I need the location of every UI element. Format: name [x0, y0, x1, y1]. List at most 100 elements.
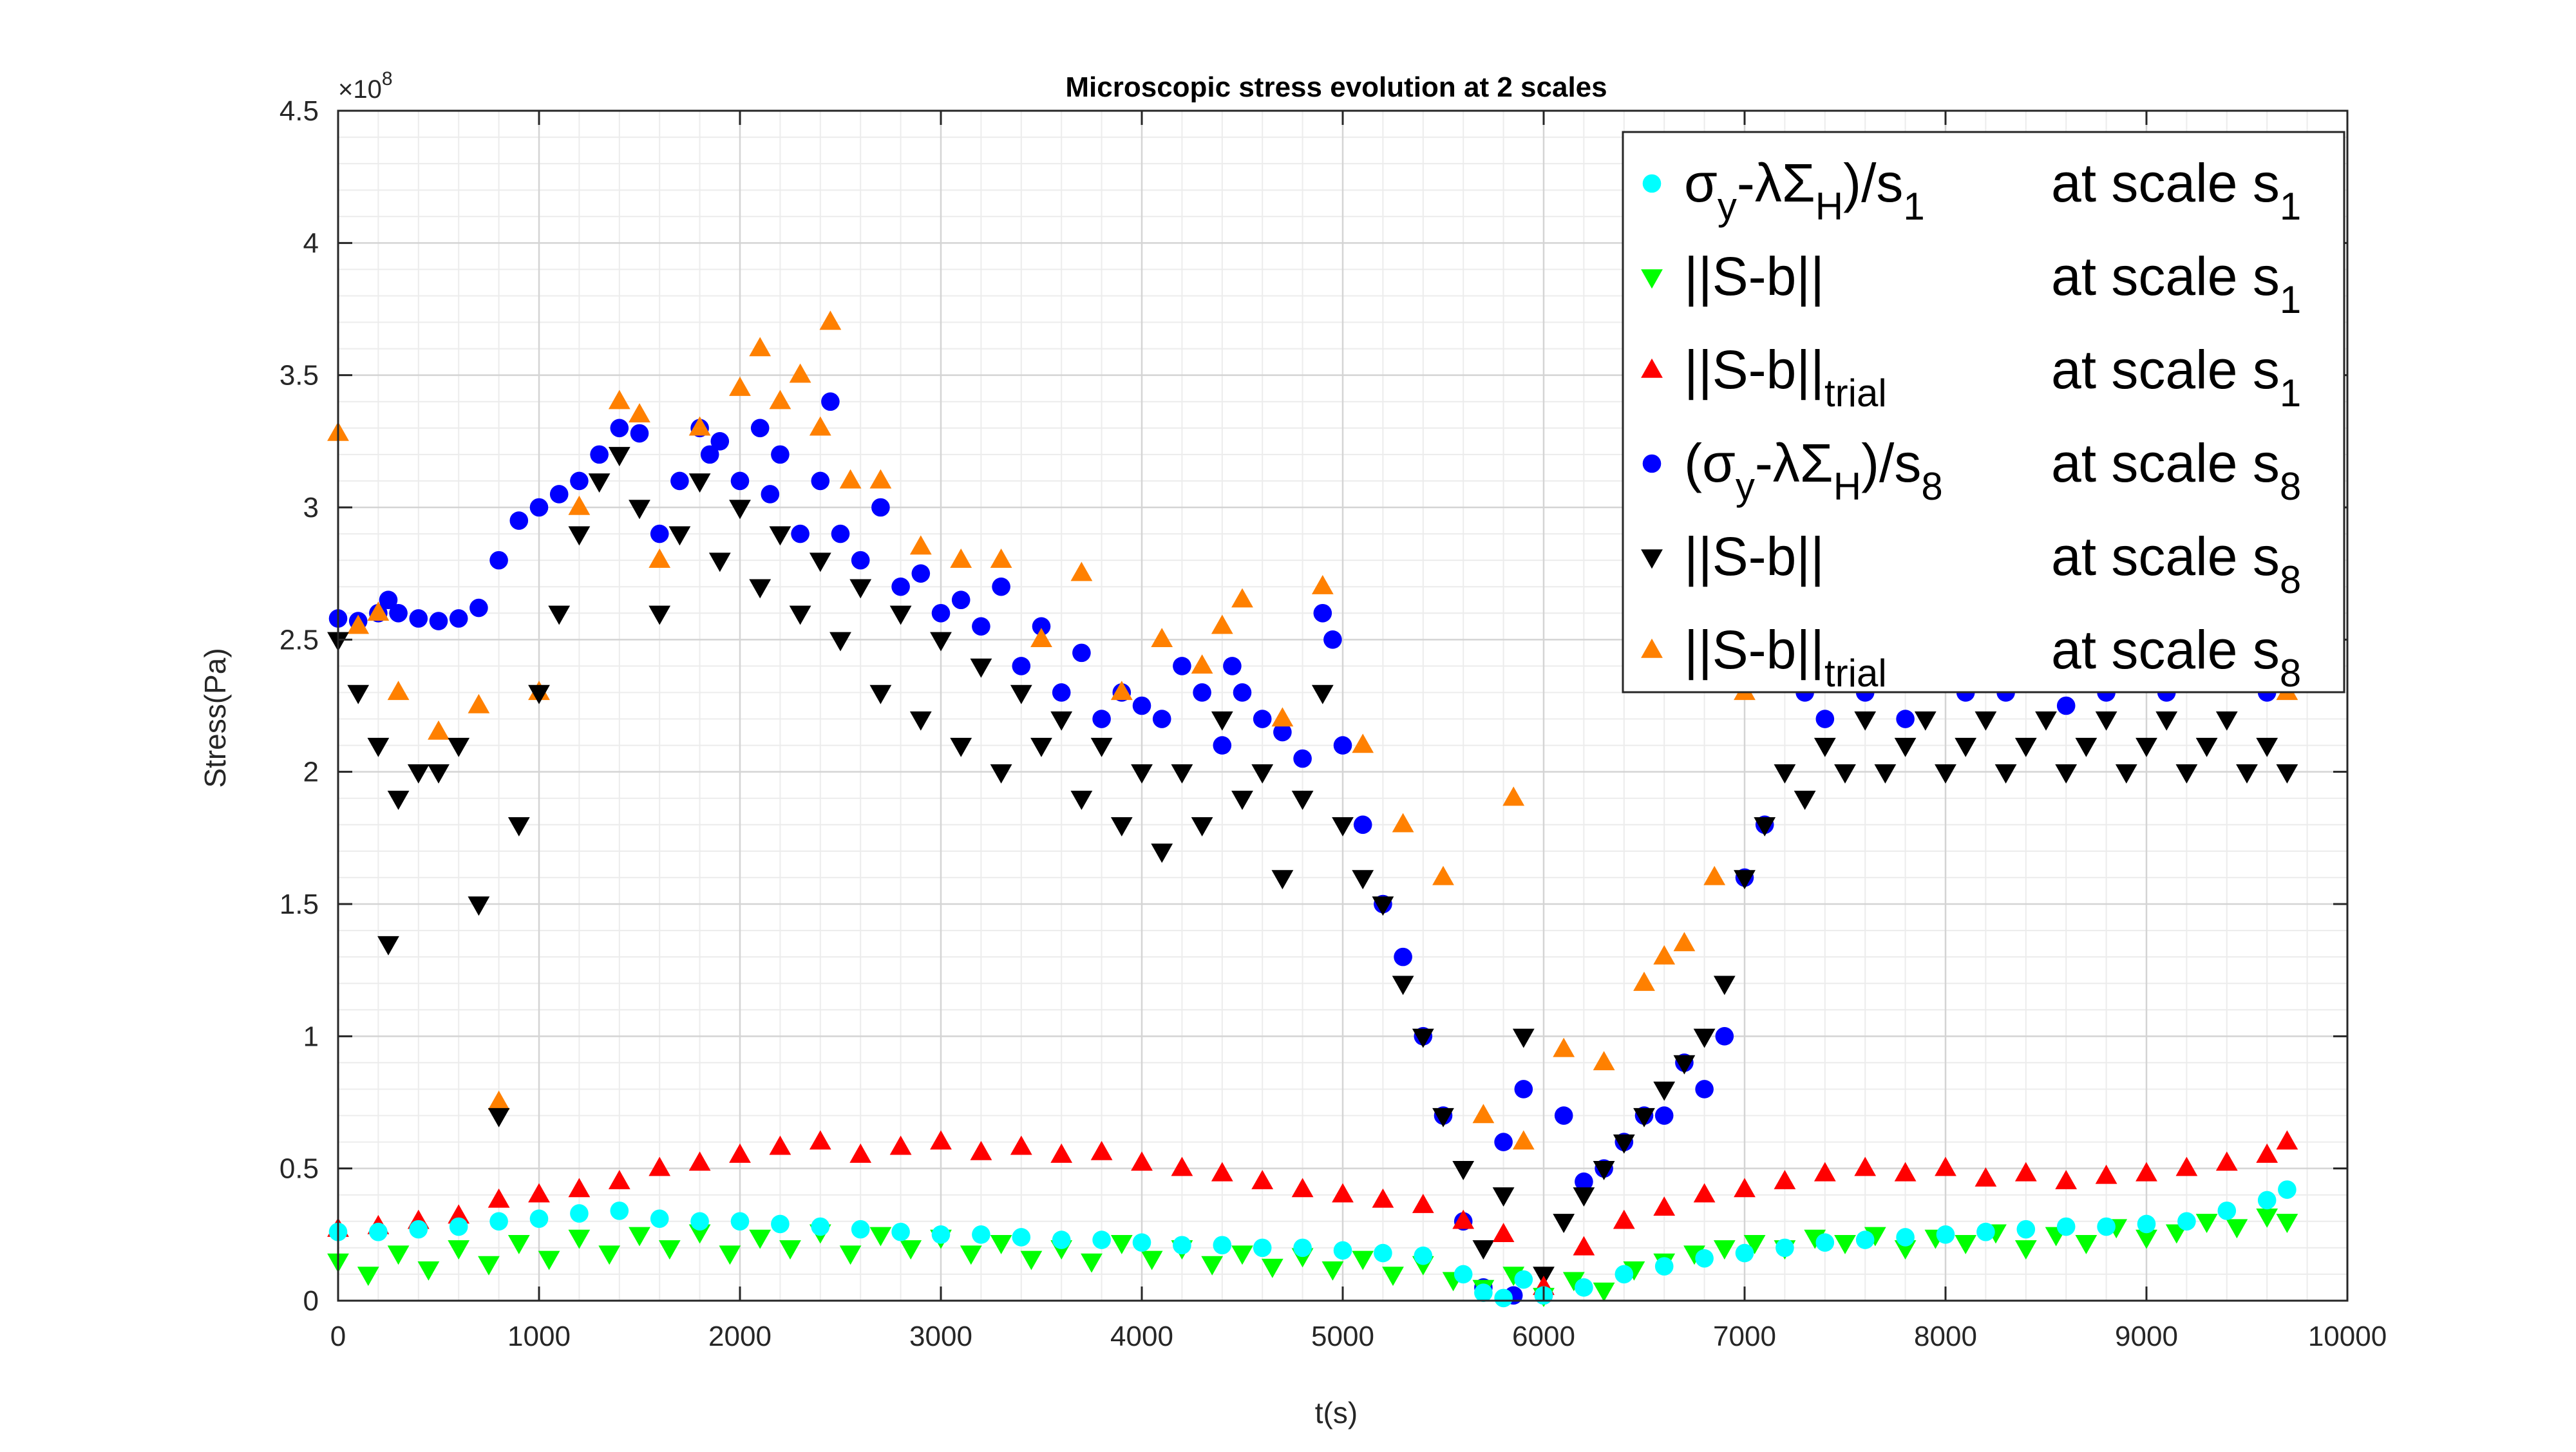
data-point: [1633, 1108, 1655, 1127]
data-point: [1313, 603, 1332, 623]
data-point: [950, 737, 972, 757]
legend-label-part: ||S-b||: [1684, 339, 1824, 400]
data-point: [950, 548, 972, 568]
data-point: [379, 590, 398, 610]
data-point: [1593, 1160, 1615, 1180]
legend-scale-label: at scale s1: [2051, 246, 2301, 321]
data-point: [1814, 1162, 1836, 1182]
data-point: [2056, 696, 2076, 715]
data-point: [1955, 737, 1977, 757]
data-point: [1372, 896, 1394, 916]
data-point: [488, 1188, 510, 1208]
data-point: [1253, 710, 1272, 728]
data-point: [489, 551, 508, 570]
x-tick-label: 5000: [1311, 1321, 1374, 1352]
data-point: [960, 1245, 982, 1265]
legend-marker: [1641, 269, 1663, 289]
data-point: [708, 552, 731, 572]
data-point: [2257, 1191, 2277, 1210]
data-point: [1072, 643, 1091, 663]
legend-scale-text: at scale s: [2051, 433, 2280, 493]
data-point: [2137, 1214, 2156, 1234]
data-point: [2215, 711, 2238, 731]
data-point: [1131, 764, 1153, 784]
data-point: [931, 603, 951, 623]
data-point: [1332, 817, 1354, 836]
data-point: [869, 1227, 892, 1247]
data-point: [1394, 947, 1412, 966]
legend-scale-sub: 8: [2280, 465, 2301, 508]
data-point: [1171, 1156, 1193, 1176]
data-point: [1715, 1027, 1734, 1046]
data-point: [819, 310, 842, 330]
data-point: [369, 1222, 388, 1241]
data-point: [1804, 1229, 1826, 1249]
data-point: [1030, 628, 1052, 648]
data-point: [387, 681, 410, 701]
data-point: [1774, 1170, 1796, 1189]
data-point: [1494, 1288, 1513, 1308]
data-point: [1695, 1080, 1714, 1098]
data-point: [1653, 1196, 1676, 1216]
y-tick-label: 4.5: [279, 95, 319, 127]
y-tick-label: 0.5: [279, 1153, 319, 1185]
data-point: [970, 1140, 992, 1160]
data-point: [448, 737, 470, 757]
data-point: [2155, 711, 2178, 731]
data-point: [900, 1240, 922, 1260]
data-point: [930, 632, 952, 652]
data-point: [1512, 1130, 1535, 1150]
data-point: [367, 601, 390, 621]
data-point: [891, 577, 910, 596]
data-point: [909, 535, 932, 555]
data-point: [1593, 1282, 1615, 1302]
x-tick-label: 7000: [1713, 1321, 1776, 1352]
data-point: [507, 1234, 530, 1254]
data-point: [849, 579, 872, 599]
legend-scale-sub: 1: [2280, 278, 2301, 321]
legend-scale-sub: 1: [2280, 372, 2301, 415]
data-point: [1213, 736, 1232, 755]
data-point: [1734, 1178, 1756, 1198]
data-point: [1141, 1250, 1163, 1270]
data-point: [1673, 1055, 1696, 1075]
data-point: [891, 1222, 910, 1241]
data-point: [1311, 684, 1334, 704]
data-point: [1010, 684, 1032, 704]
data-point: [1020, 1250, 1043, 1270]
data-point: [668, 526, 691, 546]
data-point: [2217, 1202, 2237, 1220]
legend-marker: [1642, 454, 1662, 473]
data-point: [769, 526, 791, 546]
data-point: [538, 1250, 560, 1270]
data-point: [2056, 1217, 2076, 1236]
data-point: [357, 1267, 379, 1287]
data-point: [1191, 817, 1213, 836]
data-point: [1693, 1028, 1716, 1048]
legend-label: (σy-λΣH)/s8: [1684, 433, 1943, 508]
data-point: [650, 524, 669, 543]
data-point: [1151, 628, 1173, 648]
data-point: [1291, 791, 1314, 810]
x-tick-label: 3000: [909, 1321, 972, 1352]
legend-marker: [1641, 358, 1663, 378]
legend-label-part: 1: [1903, 185, 1924, 228]
data-point: [469, 598, 488, 618]
data-point: [1935, 764, 1956, 784]
legend-label-part: (σ: [1684, 433, 1736, 493]
data-point: [1573, 1236, 1595, 1256]
legend-scale-label: at scale s1: [2051, 153, 2301, 228]
data-point: [2055, 1170, 2078, 1189]
data-point: [347, 614, 370, 634]
series-layer: [327, 310, 2298, 1308]
legend-scale-sub: 8: [2280, 652, 2301, 695]
data-point: [749, 337, 772, 357]
data-point: [1615, 1265, 1634, 1284]
data-point: [570, 471, 589, 491]
data-point: [990, 764, 1012, 784]
data-point: [1452, 1160, 1475, 1180]
tick-marks: [337, 109, 2349, 1302]
legend-label-part: H: [1815, 185, 1843, 228]
data-point: [1090, 1140, 1113, 1160]
data-point: [700, 445, 719, 464]
